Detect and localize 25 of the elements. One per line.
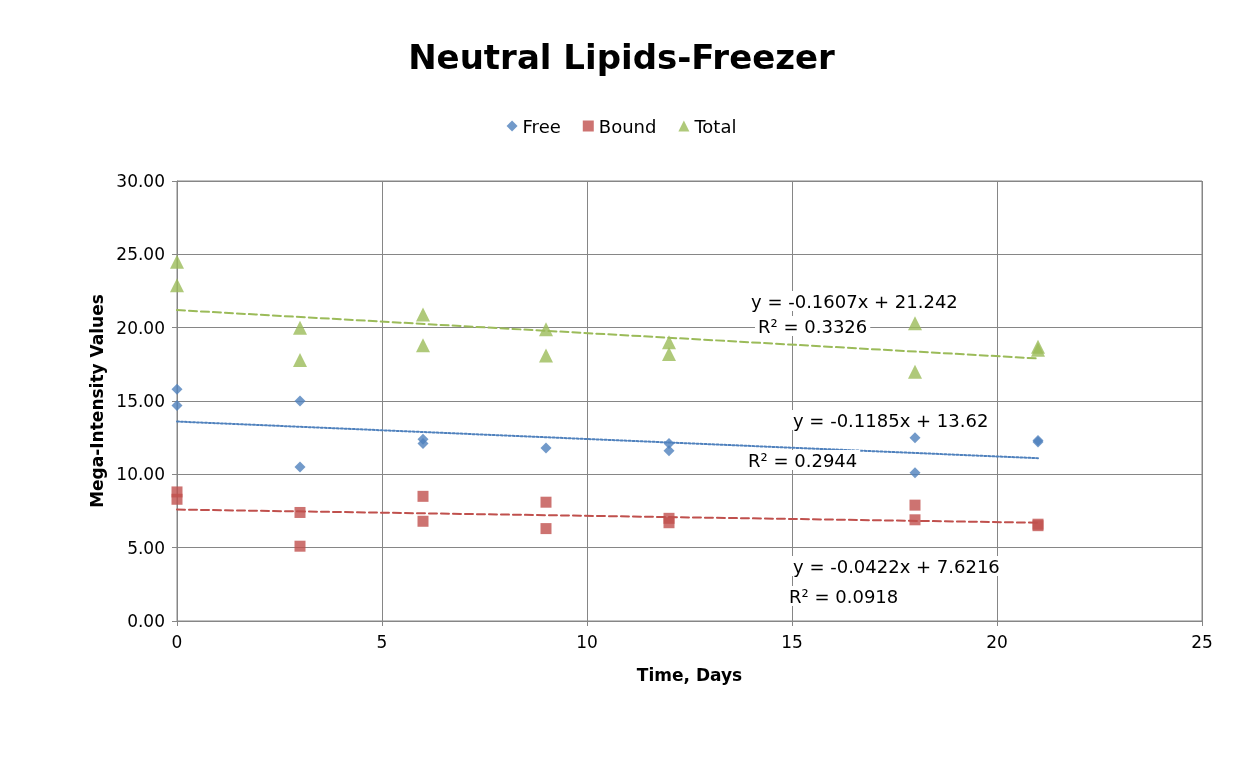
legend-label: Total (693, 115, 737, 137)
x-tick-label: 10 (576, 631, 598, 652)
annotation: y = -0.0422x + 7.6216 (792, 555, 1000, 577)
y-axis-title: Mega-Intensity Values (86, 294, 107, 508)
x-tick-label: 0 (171, 631, 183, 652)
x-tick-label: 15 (781, 631, 803, 652)
chart-title: Neutral Lipids-Freezer (408, 37, 836, 77)
y-tick-label: 30.00 (116, 171, 165, 191)
x-tick-label: 5 (376, 631, 388, 652)
x-tick-label: 20 (986, 631, 1008, 652)
legend-label: Bound (598, 115, 657, 137)
y-tick-label: 15.00 (116, 391, 165, 411)
annotation: R² = 0.0918 (789, 585, 899, 607)
y-tick-label: 25.00 (116, 244, 165, 265)
x-tick-label: 25 (1191, 631, 1213, 652)
annotation: R² = 0.3326 (758, 315, 868, 337)
y-tick-label: 20.00 (116, 317, 165, 338)
y-tick-label: 0.00 (127, 611, 165, 631)
y-tick-label: 5.00 (127, 537, 165, 558)
y-tick-label: 10.00 (116, 464, 165, 485)
annotation: y = -0.1185x + 13.62 (792, 409, 989, 431)
annotation: y = -0.1607x + 21.242 (750, 290, 958, 312)
annotation: R² = 0.2944 (748, 449, 858, 471)
x-axis-title: Time, Days (636, 664, 743, 685)
legend-label: Free (522, 115, 561, 137)
